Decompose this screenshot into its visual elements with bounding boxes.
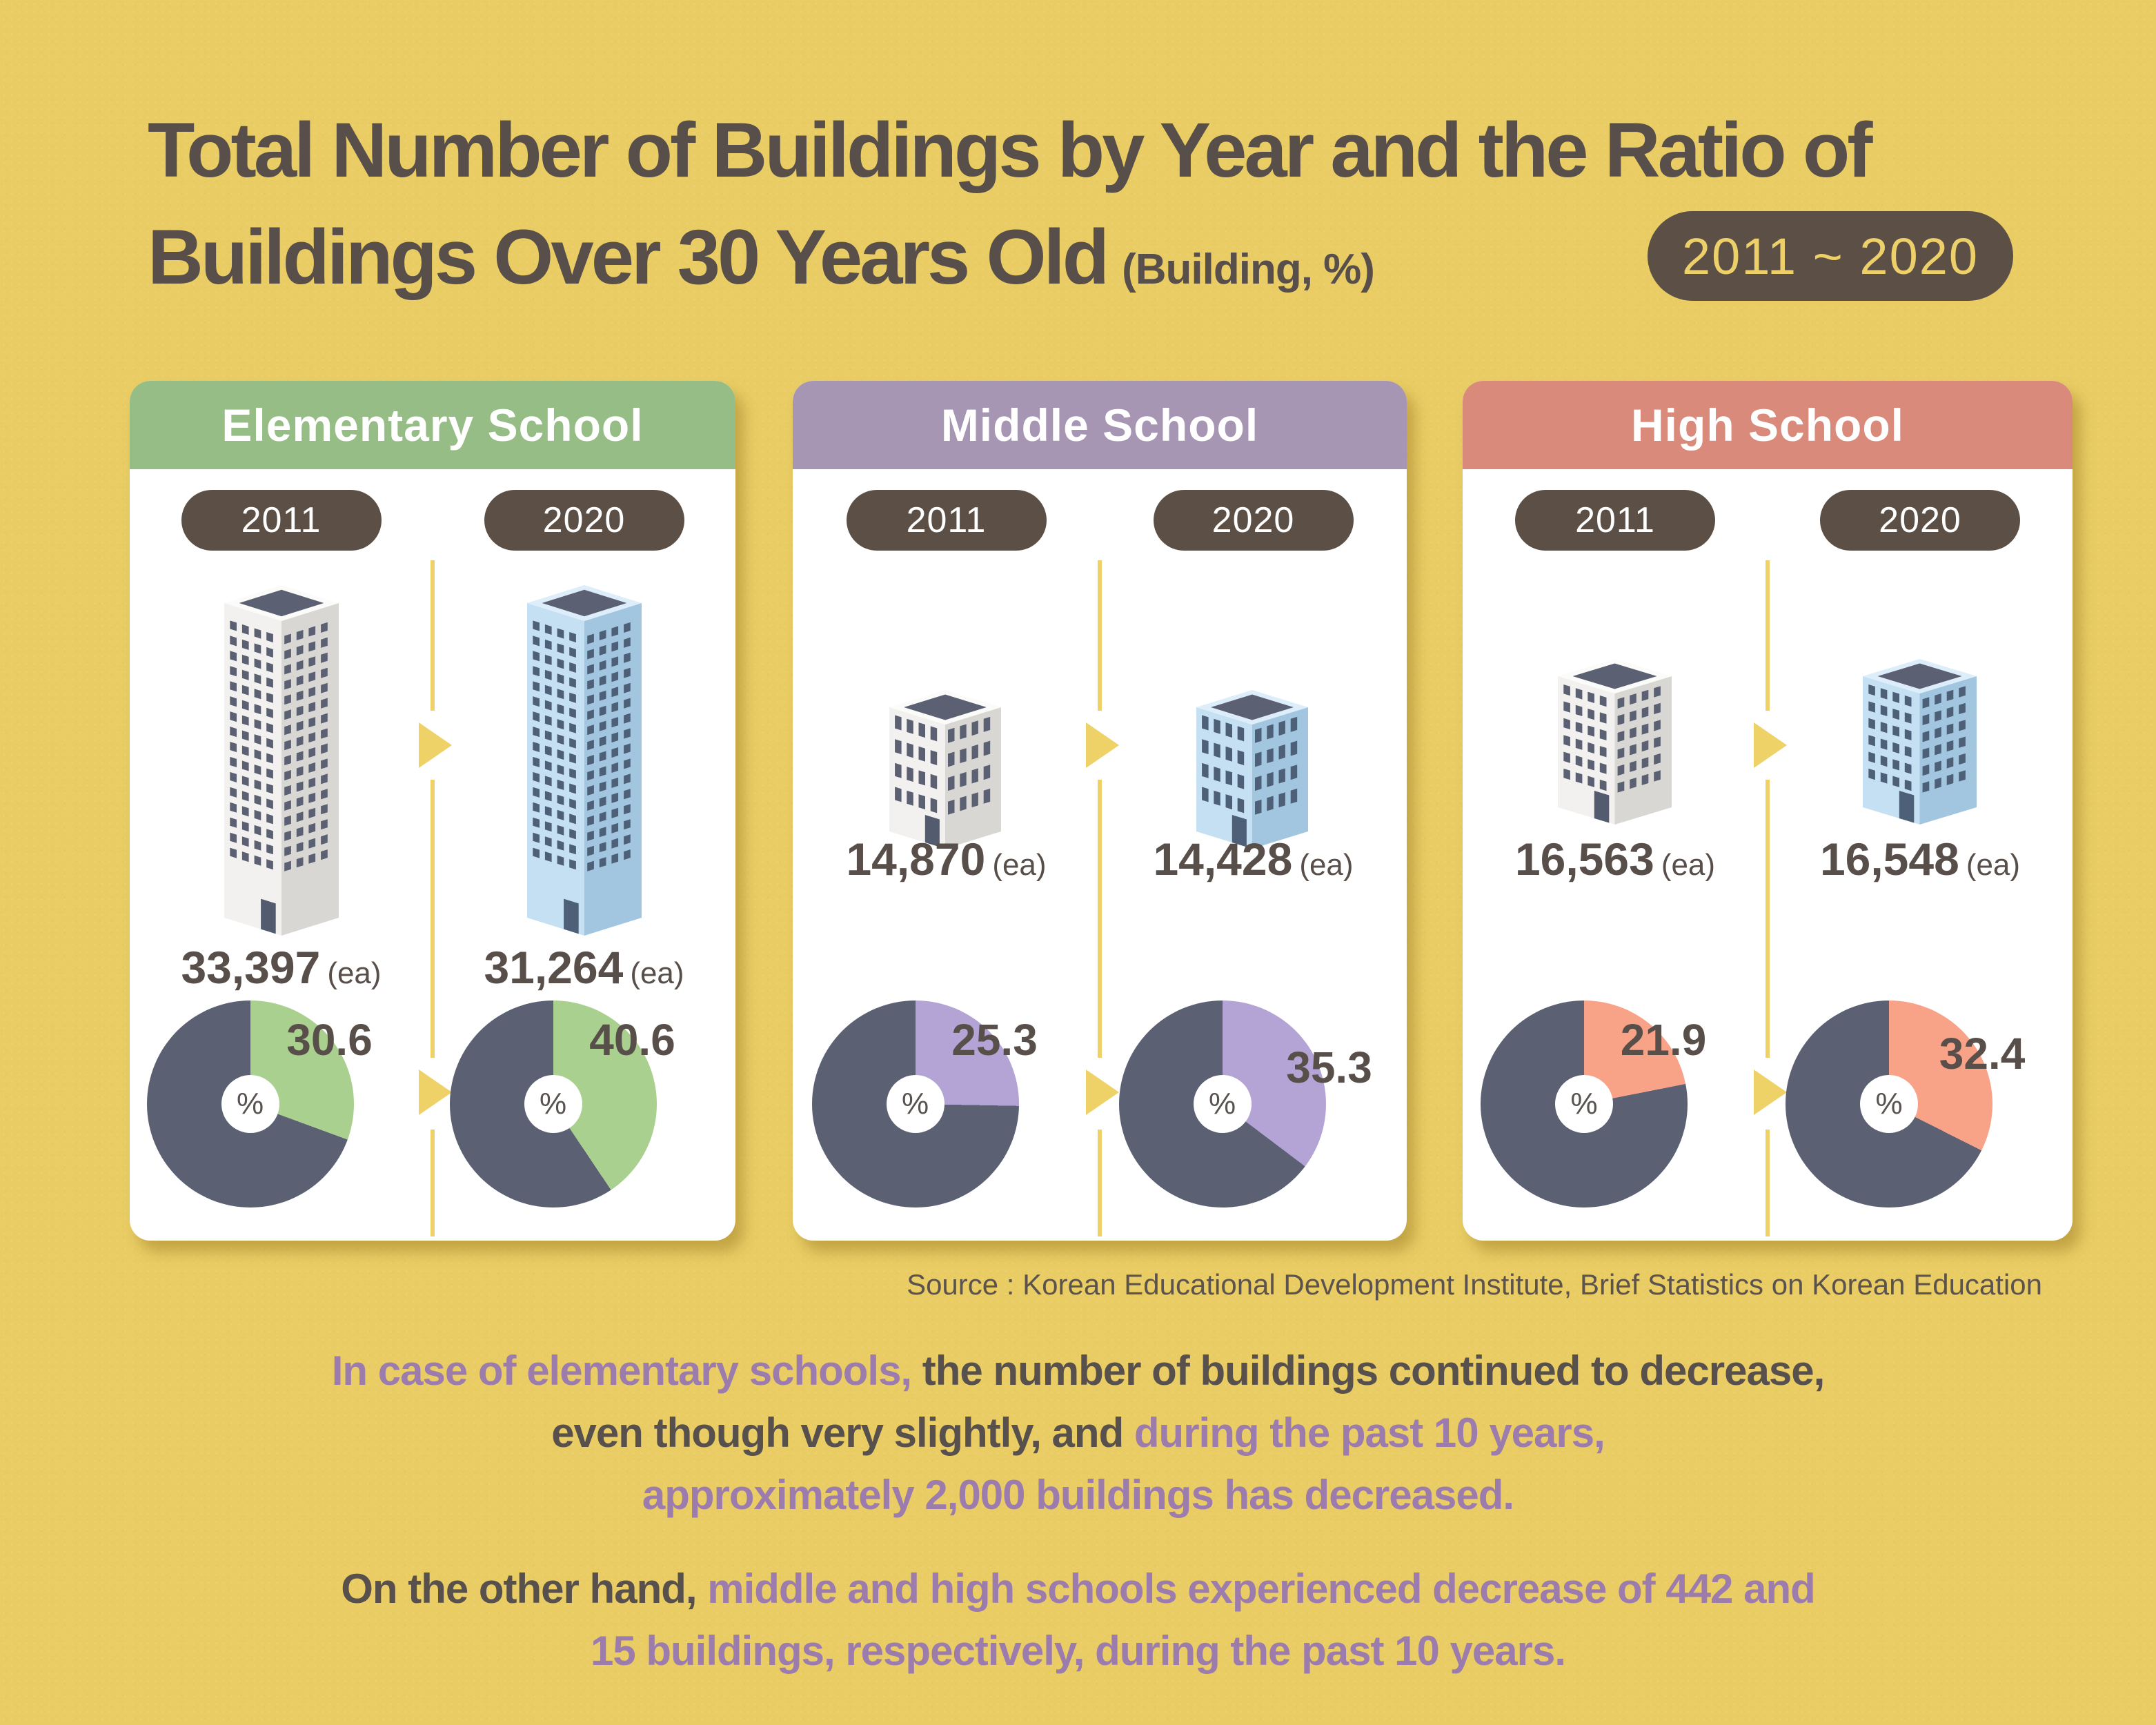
commentary-segment: In case of elementary schools, — [331, 1348, 912, 1394]
commentary-segment: the number of buildings continued to dec… — [911, 1348, 1825, 1394]
divider-segment — [1766, 1130, 1770, 1236]
arrow-right-icon — [419, 1070, 452, 1115]
pie-chart-elementary-2020: % — [449, 1000, 657, 1208]
pie-chart-middle-2020: % — [1118, 1000, 1326, 1208]
arrow-right-icon — [1086, 722, 1119, 768]
card-middle-school: Middle School 2011 2020 14,870 (ea) 14,42… — [793, 381, 1407, 1241]
divider-segment — [1098, 780, 1102, 1058]
pie-center-label: % — [886, 1075, 945, 1133]
pie-value-2020: 40.6 — [589, 1015, 675, 1065]
arrow-right-icon — [419, 722, 452, 768]
pie-center-label: % — [1555, 1075, 1613, 1133]
building-icon-middle-2011 — [889, 690, 1001, 849]
period-badge: 2011 ~ 2020 — [1648, 211, 2013, 301]
divider-segment — [1098, 1130, 1102, 1236]
building-icon-elementary-2020 — [526, 585, 642, 936]
building-icon-middle-2020 — [1196, 690, 1308, 849]
commentary-segment: during the past 10 years, — [1134, 1410, 1605, 1456]
pie-center-label: % — [524, 1075, 582, 1133]
building-count-2020: 31,264 (ea) — [484, 942, 684, 993]
year-pill-2020: 2020 — [1820, 490, 2020, 551]
divider-segment — [1766, 560, 1770, 711]
divider-segment — [431, 560, 435, 711]
building-count-2020: 16,548 (ea) — [1819, 834, 2021, 885]
pie-chart-middle-2011: % — [811, 1000, 1019, 1208]
commentary-paragraph-2: On the other hand, middle and high schoo… — [0, 1558, 2156, 1682]
year-pill-2020: 2020 — [1153, 490, 1354, 551]
pie-center-label: % — [1193, 1075, 1252, 1133]
pie-value-2020: 32.4 — [1939, 1029, 2026, 1078]
year-pill-2020: 2020 — [484, 490, 684, 551]
commentary-segment: even though very slightly, and — [551, 1410, 1134, 1456]
building-count-2020: 14,428 (ea) — [1153, 834, 1354, 885]
divider-segment — [431, 780, 435, 1058]
building-count-2011: 14,870 (ea) — [846, 834, 1047, 885]
year-pill-2011: 2011 — [1515, 490, 1715, 551]
building-count-2011: 16,563 (ea) — [1514, 834, 1716, 885]
pie-center-label: % — [1860, 1075, 1918, 1133]
pie-center-label: % — [221, 1075, 279, 1133]
title-line-2: Buildings Over 30 Years Old (Building, %) — [148, 214, 1375, 300]
title-line-1: Total Number of Buildings by Year and th… — [148, 107, 1873, 193]
building-icon-elementary-2011 — [224, 585, 339, 936]
unit-note: (Building, %) — [1122, 246, 1375, 293]
building-icon-high-2011 — [1558, 659, 1672, 825]
pie-chart-elementary-2011: % — [146, 1000, 354, 1208]
card-high-school: High School 2011 2020 16,563 (ea) 16,548(… — [1463, 381, 2073, 1241]
arrow-right-icon — [1086, 1070, 1119, 1115]
pie-value-2011: 25.3 — [951, 1015, 1038, 1065]
divider-segment — [1098, 560, 1102, 711]
arrow-right-icon — [1754, 722, 1787, 768]
commentary-segment: On the other hand, — [341, 1566, 708, 1612]
card-header-elementary: Elementary School — [130, 381, 735, 469]
year-pill-2011: 2011 — [846, 490, 1047, 551]
year-pill-2011: 2011 — [181, 490, 382, 551]
building-count-2011: 33,397 (ea) — [181, 942, 382, 993]
source-note: Source : Korean Educational Development … — [907, 1268, 2042, 1301]
card-elementary-school: Elementary School 2011 2020 33,397 (ea) 3… — [130, 381, 735, 1241]
card-header-high: High School — [1463, 381, 2073, 469]
commentary-segment: middle and high schools experienced decr… — [707, 1566, 1816, 1612]
pie-chart-high-2011: % — [1481, 1000, 1688, 1208]
building-icon-high-2020 — [1863, 659, 1977, 825]
commentary-segment: approximately 2,000 buildings has decrea… — [642, 1472, 1514, 1518]
pie-chart-high-2020: % — [1786, 1000, 1992, 1208]
commentary-segment: 15 buildings, respectively, during the p… — [590, 1628, 1566, 1674]
pie-value-2020: 35.3 — [1286, 1043, 1372, 1092]
pie-value-2011: 30.6 — [286, 1015, 373, 1065]
divider-segment — [1766, 780, 1770, 1058]
divider-segment — [431, 1130, 435, 1236]
card-header-middle: Middle School — [793, 381, 1407, 469]
commentary-paragraph-1: In case of elementary schools, the numbe… — [0, 1340, 2156, 1526]
pie-value-2011: 21.9 — [1620, 1015, 1707, 1065]
page-title: Total Number of Buildings by Year and th… — [148, 97, 1873, 323]
arrow-right-icon — [1754, 1070, 1787, 1115]
